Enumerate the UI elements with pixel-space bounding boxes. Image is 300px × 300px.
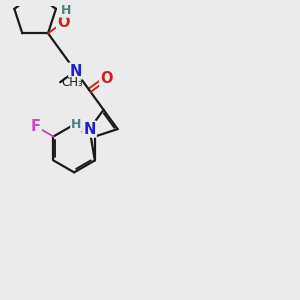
Text: N: N bbox=[69, 64, 82, 79]
Text: O: O bbox=[100, 70, 113, 86]
Text: O: O bbox=[57, 15, 70, 30]
Text: H: H bbox=[71, 118, 82, 131]
Text: F: F bbox=[31, 119, 41, 134]
Text: H: H bbox=[61, 4, 71, 17]
Text: N: N bbox=[83, 122, 96, 136]
Text: CH₃: CH₃ bbox=[61, 76, 83, 89]
